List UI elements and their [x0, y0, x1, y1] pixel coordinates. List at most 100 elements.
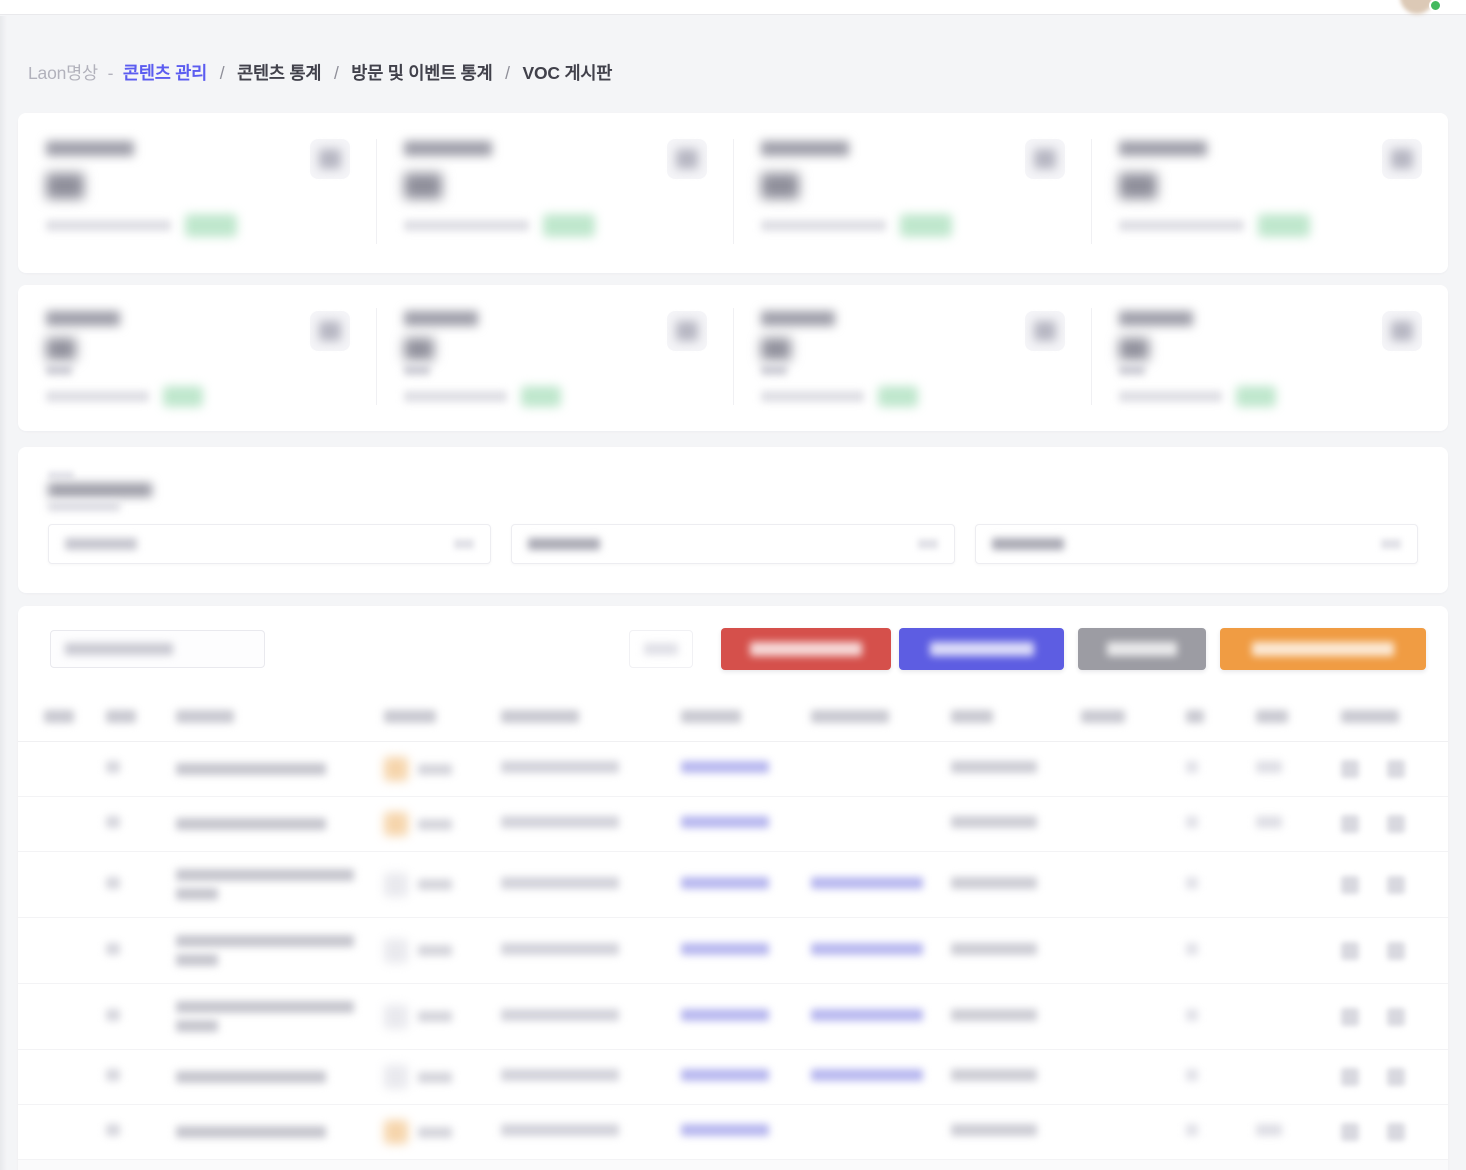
- redacted-stat-title: [1118, 141, 1207, 156]
- voc-table: [18, 696, 1448, 1170]
- redacted-column-header[interactable]: [106, 709, 136, 723]
- table-row[interactable]: [18, 742, 1448, 797]
- redacted-stat-value: [1118, 338, 1149, 360]
- redacted-row-title-line2: [176, 888, 218, 900]
- clear-icon[interactable]: [917, 539, 938, 549]
- row-delete-icon[interactable]: [1387, 941, 1405, 960]
- redacted-column-header[interactable]: [1341, 709, 1399, 723]
- row-delete-icon[interactable]: [1387, 760, 1405, 778]
- page-content: Laon명상 - 콘텐츠 관리 / 콘텐츠 통계 / 방문 및 이벤트 통계 /…: [0, 60, 1466, 1170]
- table-body: [18, 742, 1448, 1160]
- stat-card-icon: [667, 139, 707, 179]
- redacted-stat-value: [403, 338, 434, 360]
- trend-badge: [878, 386, 918, 407]
- row-link[interactable]: [681, 876, 769, 889]
- row-delete-icon[interactable]: [1387, 1007, 1405, 1026]
- redacted-column-header[interactable]: [384, 709, 436, 723]
- redacted-column-header[interactable]: [1186, 709, 1204, 723]
- trend-badge: [542, 214, 595, 237]
- row-edit-icon[interactable]: [1341, 1007, 1359, 1026]
- row-link[interactable]: [681, 761, 769, 773]
- table-row[interactable]: [18, 1105, 1448, 1160]
- redacted-count: [1186, 1008, 1198, 1021]
- redacted-column-header[interactable]: [44, 709, 74, 723]
- summary-card-row-2: [18, 285, 1448, 431]
- row-link[interactable]: [681, 1124, 769, 1136]
- avatar[interactable]: [1400, 0, 1434, 14]
- redacted-column-header[interactable]: [1081, 709, 1125, 723]
- stat-card: [18, 285, 376, 431]
- redacted-count-2: [1256, 761, 1282, 773]
- row-edit-icon[interactable]: [1341, 1123, 1359, 1141]
- filter-select-1[interactable]: [48, 524, 492, 564]
- stat-card-icon: [309, 311, 350, 351]
- chevron-down-icon: [454, 539, 475, 549]
- redacted-column-header[interactable]: [176, 709, 234, 723]
- stat-caption-row: [46, 214, 348, 237]
- row-edit-icon[interactable]: [1341, 875, 1359, 894]
- redacted-date: [951, 876, 1037, 889]
- redacted-stat-title: [46, 311, 120, 326]
- row-delete-icon[interactable]: [1387, 1068, 1405, 1086]
- redacted-category: [501, 1008, 619, 1021]
- table-row[interactable]: [18, 984, 1448, 1050]
- redacted-row-title: [176, 1126, 326, 1138]
- redacted-row-number: [106, 761, 120, 773]
- redacted-filter-value: [991, 538, 1064, 550]
- breadcrumb-item-active[interactable]: 콘텐츠 관리: [122, 63, 208, 83]
- filter-heading: [48, 471, 1428, 511]
- table-row[interactable]: [18, 797, 1448, 852]
- action-button-orange[interactable]: [1220, 628, 1426, 670]
- redacted-category: [501, 1069, 619, 1081]
- table-toolbar: [18, 628, 1448, 670]
- redacted-row-number: [106, 816, 120, 828]
- row-link-secondary[interactable]: [811, 942, 923, 955]
- breadcrumb-item: 방문 및 이벤트 통계: [351, 63, 493, 83]
- row-delete-icon[interactable]: [1387, 815, 1405, 833]
- table-row[interactable]: [18, 1050, 1448, 1105]
- search-input[interactable]: [50, 630, 265, 668]
- row-edit-icon[interactable]: [1341, 1068, 1359, 1086]
- row-delete-icon[interactable]: [1387, 1123, 1405, 1141]
- table-row[interactable]: [18, 918, 1448, 984]
- row-link-secondary[interactable]: [811, 876, 923, 889]
- action-button-gray[interactable]: [1078, 628, 1206, 670]
- stat-card-icon: [309, 139, 350, 179]
- redacted-stat-caption: [46, 391, 149, 402]
- redacted-badge-label: [418, 945, 452, 956]
- filter-select-3[interactable]: [974, 524, 1418, 564]
- action-button-blue[interactable]: [899, 628, 1064, 670]
- redacted-badge-label: [418, 1011, 452, 1022]
- redacted-column-header[interactable]: [951, 709, 993, 723]
- table-row[interactable]: [18, 852, 1448, 918]
- row-link[interactable]: [681, 1008, 769, 1021]
- row-delete-icon[interactable]: [1387, 875, 1405, 894]
- redacted-page-size: [644, 643, 678, 655]
- page-size-select[interactable]: [629, 630, 693, 668]
- stat-caption-row: [403, 214, 706, 237]
- row-edit-icon[interactable]: [1341, 760, 1359, 778]
- stat-card: [1090, 285, 1449, 431]
- row-edit-icon[interactable]: [1341, 941, 1359, 960]
- redacted-row-number: [106, 1008, 120, 1021]
- table-footer: [18, 1160, 1448, 1170]
- row-link[interactable]: [681, 942, 769, 955]
- redacted-icon: [318, 321, 341, 341]
- row-link[interactable]: [681, 816, 769, 828]
- redacted-column-header[interactable]: [1256, 709, 1288, 723]
- ellipsis-icon: [1380, 539, 1401, 549]
- redacted-badge-label: [418, 818, 452, 830]
- action-button-red[interactable]: [721, 628, 891, 670]
- redacted-column-header[interactable]: [681, 709, 741, 723]
- redacted-column-header[interactable]: [501, 709, 579, 723]
- row-link-secondary[interactable]: [811, 1008, 923, 1021]
- redacted-stat-value: [46, 338, 76, 360]
- row-edit-icon[interactable]: [1341, 815, 1359, 833]
- filter-select-2[interactable]: [511, 524, 955, 564]
- redacted-column-header[interactable]: [811, 709, 889, 723]
- row-link-secondary[interactable]: [811, 1069, 923, 1081]
- row-link[interactable]: [681, 1069, 769, 1081]
- redacted-stat-caption: [1118, 391, 1222, 402]
- breadcrumb-separator: /: [333, 63, 339, 83]
- redacted-row-title-line2: [176, 1020, 218, 1032]
